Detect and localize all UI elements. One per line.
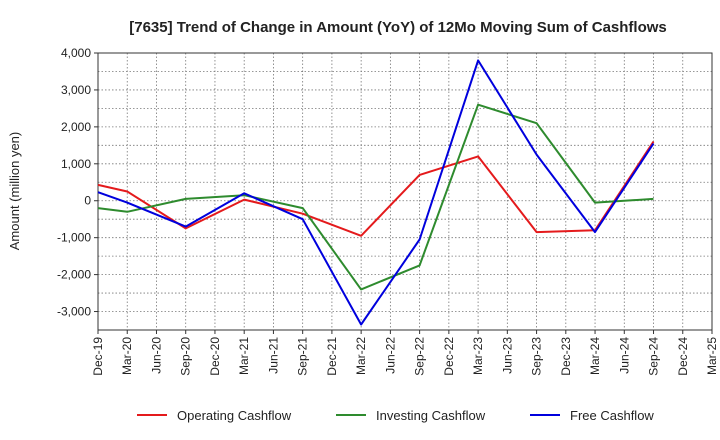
legend-label-investing-cashflow: Investing Cashflow	[376, 408, 486, 423]
y-tick-label: 1,000	[61, 157, 91, 171]
x-tick-label: Jun-22	[383, 337, 397, 374]
x-tick-label: Dec-19	[91, 337, 105, 376]
series-line-investing-cashflow	[98, 105, 654, 290]
x-tick-label: Mar-20	[120, 337, 134, 375]
chart-title: [7635] Trend of Change in Amount (YoY) o…	[129, 19, 667, 36]
y-tick-label: -1,000	[57, 231, 91, 245]
x-tick-label: Jun-20	[149, 337, 163, 374]
x-tick-label: Mar-25	[705, 337, 719, 375]
x-tick-label: Jun-24	[617, 337, 631, 374]
x-tick-label: Sep-20	[179, 337, 193, 376]
x-tick-label: Sep-22	[413, 337, 427, 376]
series-line-free-cashflow	[98, 60, 654, 324]
x-tick-label: Dec-20	[208, 337, 222, 376]
y-tick-label: 4,000	[61, 46, 91, 60]
legend: Operating Cashflow Investing Cashflow Free…	[137, 408, 654, 423]
x-tick-label: Jun-23	[500, 337, 514, 374]
x-tick-label: Mar-23	[471, 337, 485, 375]
x-tick-label: Dec-23	[559, 337, 573, 376]
x-tick-label: Jun-21	[266, 337, 280, 374]
cashflow-line-chart: [7635] Trend of Change in Amount (YoY) o…	[0, 0, 720, 440]
series-lines	[98, 60, 654, 324]
x-tick-label: Dec-21	[325, 337, 339, 376]
legend-label-operating-cashflow: Operating Cashflow	[177, 408, 292, 423]
y-tick-label: 3,000	[61, 83, 91, 97]
x-tick-label: Sep-21	[296, 337, 310, 376]
x-tick-label: Sep-24	[647, 337, 661, 376]
y-axis-label: Amount (million yen)	[7, 132, 22, 251]
series-line-operating-cashflow	[98, 142, 654, 236]
legend-label-free-cashflow: Free Cashflow	[570, 408, 654, 423]
y-tick-label: -2,000	[57, 268, 91, 282]
x-tick-label: Dec-22	[442, 337, 456, 376]
x-tick-label: Mar-22	[354, 337, 368, 375]
x-tick-label: Sep-23	[530, 337, 544, 376]
x-tick-label: Mar-21	[237, 337, 251, 375]
y-tick-label: -3,000	[57, 305, 91, 319]
x-axis-ticks: Dec-19 Mar-20 Jun-20 Sep-20 Dec-20 Mar-21 Jun-…	[91, 330, 719, 376]
y-axis-ticks: -3,000 -2,000 -1,000 0 1,000 2,000 3,000 4,000	[57, 46, 98, 319]
y-tick-label: 0	[84, 194, 91, 208]
x-tick-label: Mar-24	[588, 337, 602, 375]
y-tick-label: 2,000	[61, 120, 91, 134]
x-tick-label: Dec-24	[676, 337, 690, 376]
